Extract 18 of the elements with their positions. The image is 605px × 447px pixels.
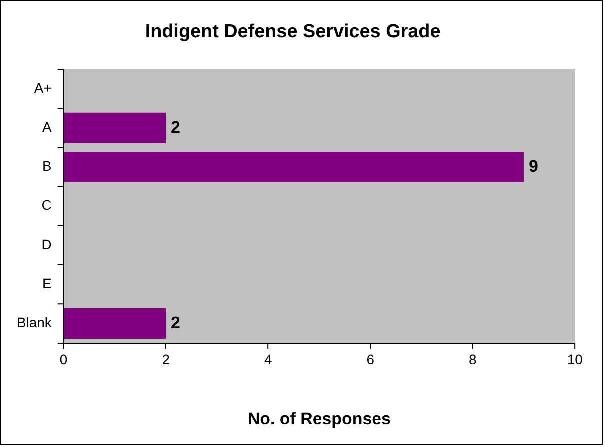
chart-title: Indigent Defense Services Grade xyxy=(145,21,441,42)
x-tick-label: 8 xyxy=(468,351,477,368)
y-tick-label: D xyxy=(42,236,52,252)
y-tick-label: A+ xyxy=(34,80,52,96)
y-tick-label: A xyxy=(42,119,53,135)
data-label: 2 xyxy=(171,118,180,137)
y-tick-label: C xyxy=(42,197,52,214)
x-tick-label: 2 xyxy=(162,351,170,368)
x-tick-label: 4 xyxy=(264,351,272,368)
x-axis-title: No. of Responses xyxy=(248,410,391,429)
y-tick-label: E xyxy=(42,275,52,292)
x-tick-label: 10 xyxy=(567,351,584,368)
y-tick-label: Blank xyxy=(16,314,52,331)
x-tick-label: 6 xyxy=(366,351,375,368)
data-label: 9 xyxy=(528,156,538,176)
x-tick-label: 0 xyxy=(60,351,68,368)
y-tick-label: B xyxy=(42,158,52,174)
data-label: 2 xyxy=(171,313,180,332)
